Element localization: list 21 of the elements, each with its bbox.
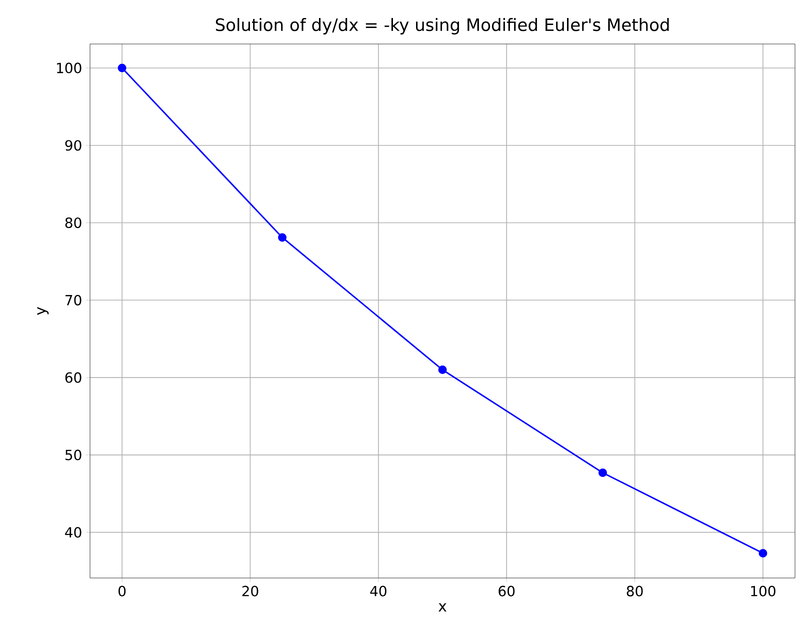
x-axis-title: x [438, 603, 446, 612]
chart-title: Solution of dy/dx = -ky using Modified Euler's Method [216, 18, 669, 34]
y-tick-label: 60 [65, 372, 82, 383]
y-tick-label: 40 [65, 527, 82, 538]
y-tick-label: 90 [65, 140, 82, 151]
y-tick-label: 50 [65, 450, 82, 460]
y-tick-label: 80 [65, 217, 82, 228]
point [598, 468, 607, 477]
x-tick-label: 20 [242, 586, 258, 596]
x-tick-label: 0 [118, 586, 126, 596]
x-tick-label: 40 [370, 586, 386, 596]
point [438, 366, 447, 374]
y-tick-label: 70 [66, 294, 82, 306]
x-tick-label: 60 [498, 586, 515, 596]
x-tick-label: 80 [626, 586, 643, 596]
y-tick-label: 100 [57, 62, 82, 74]
point [758, 548, 768, 558]
point [278, 233, 287, 242]
y-axis-title: y [37, 307, 49, 315]
x-tick-label: 100 [751, 586, 776, 596]
point [118, 64, 126, 72]
